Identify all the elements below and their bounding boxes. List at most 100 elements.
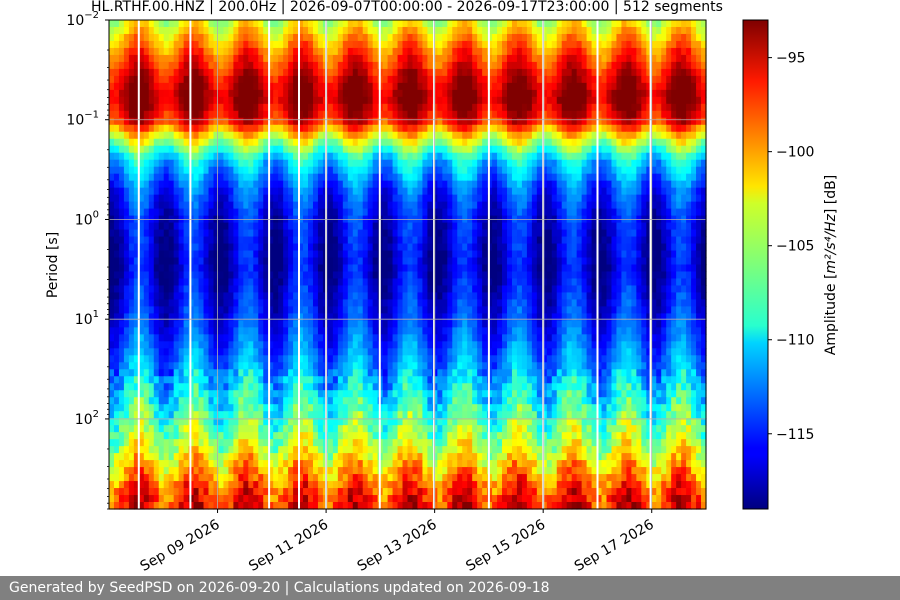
heatmap-cell [128,47,135,56]
heatmap-cell [472,285,478,294]
heatmap-cell [138,236,145,245]
heatmap-cell [243,257,249,266]
heatmap-cell [367,187,374,196]
heatmap-cell [606,145,613,154]
heatmap-cell [482,250,488,259]
heatmap-cell [536,47,543,56]
heatmap-cell [526,264,533,273]
heatmap-cell [273,47,279,56]
heatmap-cell [681,138,687,147]
heatmap-cell [447,54,453,63]
heatmap-cell [238,68,244,77]
heatmap-cell [158,96,165,105]
heatmap-cell [551,61,558,70]
heatmap-cell [457,292,463,301]
heatmap-cell [223,152,229,161]
heatmap-cell [507,222,513,231]
heatmap-cell [253,292,259,301]
heatmap-cell [128,40,135,49]
heatmap-cell [332,208,339,217]
heatmap-cell [546,292,553,301]
heatmap-cell [472,47,478,56]
heatmap-cell [283,180,289,189]
heatmap-cell [113,222,120,231]
heatmap-cell [208,173,215,182]
heatmap-cell [148,278,155,287]
heatmap-cell [507,20,513,28]
heatmap-cell [492,229,498,238]
heatmap-cell [148,61,155,70]
heatmap-cell [511,243,518,252]
heatmap-cell [402,82,409,91]
heatmap-cell [223,159,229,168]
heatmap-cell [238,180,244,189]
heatmap-cell [357,166,364,175]
heatmap-cell [576,208,583,217]
heatmap-cell [686,180,692,189]
heatmap-cell [636,33,642,42]
heatmap-cell [516,96,523,105]
heatmap-cell [457,145,463,154]
heatmap-cell [601,138,608,147]
heatmap-cell [308,208,314,217]
heatmap-cell [626,54,632,63]
heatmap-cell [263,68,269,77]
heatmap-cell [327,194,334,203]
heatmap-cell [521,222,528,231]
heatmap-cell [616,40,623,49]
heatmap-cell [283,138,289,147]
heatmap-cell [213,180,220,189]
heatmap-cell [422,278,428,287]
heatmap-cell [143,110,150,119]
heatmap-cell [497,20,503,28]
heatmap-cell [372,20,379,28]
heatmap-cell [457,61,463,70]
heatmap-cell [606,292,613,301]
heatmap-cell [133,61,140,70]
heatmap-cell [531,222,538,231]
heatmap-cell [671,54,677,63]
heatmap-cell [651,152,657,161]
heatmap-cell [223,222,229,231]
heatmap-cell [671,89,677,98]
heatmap-cell [521,229,528,238]
heatmap-cell [551,264,558,273]
heatmap-cell [148,131,155,140]
heatmap-cell [626,208,632,217]
heatmap-cell [681,180,687,189]
heatmap-cell [601,47,608,56]
heatmap-cell [118,117,125,126]
heatmap-cell [407,264,414,273]
heatmap-cell [203,68,210,77]
heatmap-cell [133,299,140,308]
heatmap-cell [502,229,508,238]
heatmap-cell [138,110,145,119]
heatmap-cell [253,131,259,140]
heatmap-cell [546,75,553,84]
heatmap-cell [521,243,528,252]
heatmap-cell [596,138,603,147]
heatmap-cell [317,271,324,280]
heatmap-cell [586,26,593,35]
heatmap-cell [546,152,553,161]
heatmap-cell [646,40,652,49]
heatmap-cell [497,166,503,175]
heatmap-cell [268,299,274,308]
heatmap-cell [352,285,359,294]
heatmap-cell [601,222,608,231]
heatmap-cell [248,117,254,126]
heatmap-cell [283,299,289,308]
heatmap-cell [357,159,364,168]
heatmap-cell [551,117,558,126]
heatmap-cell [482,187,488,196]
heatmap-cell [238,243,244,252]
heatmap-cell [203,82,210,91]
heatmap-cell [298,103,304,112]
heatmap-cell [123,40,130,49]
heatmap-cell [258,229,264,238]
heatmap-cell [581,61,588,70]
heatmap-cell [143,278,150,287]
heatmap-cell [472,208,478,217]
heatmap-cell [218,194,225,203]
heatmap-cell [203,166,210,175]
